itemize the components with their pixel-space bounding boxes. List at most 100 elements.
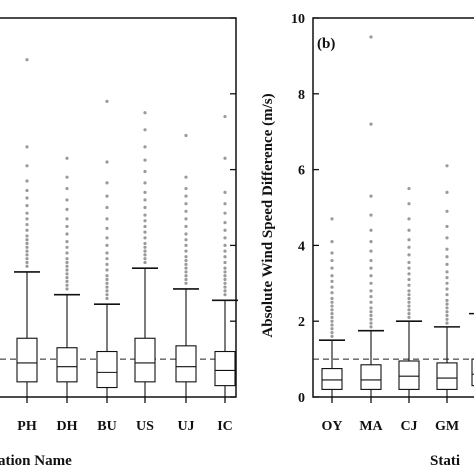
outlier-point bbox=[65, 156, 69, 160]
iqr-box bbox=[214, 350, 236, 387]
outlier-point bbox=[407, 253, 411, 257]
outlier-point bbox=[330, 323, 334, 327]
x-tick-label: DH bbox=[57, 419, 78, 434]
x-tick-label: PH bbox=[17, 419, 37, 434]
outlier-point bbox=[445, 224, 449, 229]
box-dh bbox=[54, 156, 80, 397]
outlier-point bbox=[184, 202, 188, 206]
iqr-box bbox=[96, 350, 118, 389]
outlier-point bbox=[369, 317, 373, 321]
outlier-point bbox=[445, 310, 449, 314]
outlier-point bbox=[25, 188, 29, 193]
outlier-point bbox=[143, 169, 147, 174]
outlier-point bbox=[223, 236, 227, 240]
outlier-point bbox=[105, 236, 109, 240]
outlier-point bbox=[369, 122, 373, 126]
outlier-point bbox=[369, 310, 373, 314]
box-oy bbox=[319, 217, 345, 397]
outlier-point bbox=[25, 196, 29, 200]
outlier-point bbox=[65, 268, 69, 272]
outlier-point bbox=[369, 240, 373, 244]
outlier-point bbox=[25, 217, 29, 221]
outlier-point bbox=[143, 190, 147, 194]
outlier-point bbox=[369, 300, 373, 304]
outlier-point bbox=[65, 186, 69, 191]
outlier-point bbox=[445, 313, 449, 318]
outlier-point bbox=[330, 291, 334, 295]
outlier-point bbox=[25, 245, 29, 249]
outlier-point bbox=[184, 224, 188, 229]
x-tick-label: GM bbox=[435, 419, 459, 434]
outlier-point bbox=[223, 114, 227, 119]
outlier-point bbox=[143, 260, 147, 265]
outlier-point bbox=[369, 213, 373, 217]
outlier-point bbox=[105, 274, 109, 278]
outlier-point bbox=[407, 260, 411, 265]
y-tick-label: 0 bbox=[298, 391, 305, 406]
outlier-point bbox=[407, 308, 411, 312]
outlier-point bbox=[143, 205, 147, 210]
outlier-point bbox=[184, 266, 188, 270]
outlier-point bbox=[369, 35, 373, 39]
outlier-point bbox=[407, 304, 411, 308]
iqr-box bbox=[175, 345, 197, 383]
outlier-point bbox=[407, 315, 411, 320]
outlier-point bbox=[105, 205, 109, 210]
outlier-point bbox=[330, 266, 334, 270]
outlier-point bbox=[184, 243, 188, 247]
box-ma bbox=[358, 35, 384, 397]
outlier-point bbox=[25, 145, 29, 149]
outlier-point bbox=[25, 253, 29, 257]
outlier-point bbox=[65, 245, 69, 249]
outlier-point bbox=[184, 209, 188, 213]
outlier-point bbox=[105, 181, 109, 185]
outlier-point bbox=[330, 315, 334, 320]
outlier-point bbox=[25, 179, 29, 183]
x-tick-label: OY bbox=[322, 419, 343, 434]
outlier-point bbox=[223, 243, 227, 247]
outlier-point bbox=[143, 241, 147, 246]
outlier-point bbox=[369, 306, 373, 310]
outlier-point bbox=[407, 296, 411, 301]
outlier-point bbox=[143, 198, 147, 202]
outlier-point bbox=[25, 257, 29, 261]
outlier-point bbox=[105, 99, 109, 103]
outlier-point bbox=[369, 281, 373, 285]
outlier-point bbox=[330, 274, 334, 278]
x-tick-label: MA bbox=[359, 419, 383, 434]
outlier-point bbox=[407, 202, 411, 206]
outlier-point bbox=[25, 164, 29, 168]
outlier-point bbox=[143, 230, 147, 234]
outlier-point bbox=[105, 226, 109, 230]
outlier-point bbox=[25, 222, 29, 227]
outlier-point bbox=[330, 308, 334, 312]
outlier-point bbox=[184, 238, 188, 242]
outlier-point bbox=[330, 312, 334, 316]
outlier-point bbox=[184, 186, 188, 191]
panel-label: (b) bbox=[317, 36, 335, 52]
x-tick-label: CJ bbox=[400, 419, 417, 434]
y-tick-label: 10 bbox=[291, 12, 305, 27]
outlier-point bbox=[65, 175, 69, 179]
outlier-point bbox=[143, 224, 147, 229]
outlier-point bbox=[330, 285, 334, 289]
outlier-point bbox=[184, 194, 188, 198]
outlier-point bbox=[330, 296, 334, 301]
outlier-point bbox=[65, 257, 69, 261]
outlier-point bbox=[223, 156, 227, 160]
outlier-point bbox=[25, 228, 29, 232]
outlier-point bbox=[407, 293, 411, 297]
outlier-point bbox=[223, 190, 227, 194]
outlier-point bbox=[65, 279, 69, 284]
outlier-point bbox=[184, 277, 188, 282]
box-cj bbox=[396, 186, 422, 397]
outlier-point bbox=[184, 255, 188, 259]
outlier-point bbox=[330, 240, 334, 244]
outlier-point bbox=[105, 262, 109, 266]
outlier-point bbox=[369, 325, 373, 329]
box-ph bbox=[14, 58, 40, 397]
iqr-box bbox=[321, 368, 343, 390]
outlier-point bbox=[445, 236, 449, 240]
outlier-point bbox=[407, 272, 411, 276]
outlier-point bbox=[223, 266, 227, 270]
